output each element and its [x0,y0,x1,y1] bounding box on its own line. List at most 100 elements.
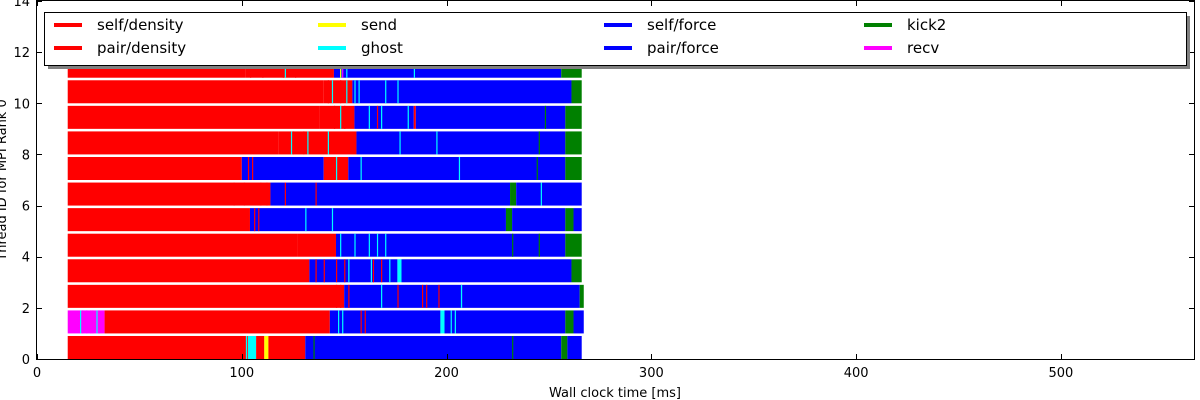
task-bar-kick2 [565,310,574,334]
task-event-self-density [421,284,424,308]
x-tick-label: 100 [229,366,254,381]
y-tick-label: 12 [13,46,30,61]
task-bar-send [264,335,269,359]
task-event-ghost [399,131,401,155]
x-axis-label: Wall clock time [ms] [549,386,681,400]
task-event-recv [92,310,94,334]
task-bar-pair-force [329,310,441,334]
task-event-ghost [342,310,344,334]
task-event-self-density [252,156,254,180]
task-event-ghost [360,156,362,180]
task-event-ghost [450,310,452,334]
task-bar-self-density [268,335,306,359]
task-event-self-density [376,105,379,129]
task-event-self-density [397,284,399,308]
task-event-ghost [354,80,356,104]
task-event-ghost [338,310,340,334]
y-axis-label: Thread ID for MPI Rank 0 [0,99,10,261]
task-event-ghost [346,80,348,104]
legend-label-pair-force: pair/force [647,39,719,57]
task-event-ghost [381,105,383,129]
task-event-ghost [460,284,463,308]
task-bar-self-density [413,105,416,129]
y-tick-label: 4 [22,251,30,266]
task-event-ghost [340,105,342,129]
task-bar-kick2 [565,105,582,129]
task-event-ghost [327,131,329,155]
task-bar-pair-force [335,233,566,257]
task-bar-pair-force [348,156,566,180]
legend-label-self-force: self/force [647,16,716,34]
task-event-ghost [252,335,254,359]
legend-label-pair-density: pair/density [97,39,186,57]
task-bar-pair-density [67,284,345,308]
legend-label-recv: recv [907,39,939,57]
y-tick-label: 8 [22,148,30,163]
task-bar-self-density [278,131,357,155]
plot-frame [36,0,1195,360]
task-bar-pair-density [67,335,248,359]
task-event-recv [98,310,100,334]
task-event-self-density [303,131,305,155]
task-bar-self-force [462,284,580,308]
legend: self/density pair/density send ghost self/fo… [44,12,1190,69]
task-bar-pair-force [415,105,566,129]
task-bar-kick2 [565,233,582,257]
timeline-bars [67,54,584,359]
task-bar-kick2 [561,335,568,359]
task-bar-pair-force [241,156,324,180]
task-bar-kick2 [579,284,584,308]
task-event-self-density [348,284,350,308]
y-tick-label: 0 [22,353,30,368]
task-event-ghost [458,156,461,180]
task-event-ghost [305,208,307,232]
task-bar-pair-force [249,208,506,232]
task-bar-pair-force [354,105,414,129]
task-event-self-density [335,259,338,283]
task-event-ghost [290,131,293,155]
task-bar-pair-density [67,182,271,206]
task-bar-pair-force [444,310,566,334]
task-event-self-density [340,284,342,308]
legend-box [44,12,1187,66]
task-event-self-density [364,310,366,334]
task-event-self-density [233,182,235,206]
task-bar-pair-force [305,335,562,359]
task-event-self-density [315,259,317,283]
task-event-ghost [381,284,383,308]
task-event-self-density [344,259,346,283]
x-tick-label: 0 [33,366,41,381]
task-event-ghost [407,105,409,129]
task-event-ghost [354,233,356,257]
task-bar-pair-density [67,131,279,155]
task-event-kick2 [512,233,514,257]
task-bar-pair-force [512,208,566,232]
task-bar-pair-force [270,182,511,206]
legend-label-send: send [361,16,397,34]
task-event-self-density [372,259,375,283]
task-event-ghost [370,259,372,283]
task-bar-kick2 [565,156,582,180]
task-event-ghost [436,131,438,155]
task-event-kick2 [538,233,540,257]
task-event-kick2 [538,131,540,155]
task-event-ghost [348,259,350,283]
x-tick-label: 200 [434,366,459,381]
y-tick-label: 10 [13,97,30,112]
task-bar-pair-force [309,259,398,283]
task-event-self-density [266,182,268,206]
task-bar-pair-density [67,80,324,104]
task-event-ghost [389,259,391,283]
task-bar-kick2 [565,131,582,155]
task-bar-pair-force [573,310,584,334]
task-event-ghost [397,80,399,104]
task-event-ghost [335,156,338,180]
task-event-ghost [331,80,334,104]
axes: 0 100 200 300 400 500 0 2 4 6 8 10 12 14 [13,0,1194,381]
task-bar-pair-force [516,182,582,206]
task-event-self-density [284,182,286,206]
task-event-ghost [385,233,387,257]
task-event-self-density [333,105,336,129]
task-bar-ghost [397,259,402,283]
